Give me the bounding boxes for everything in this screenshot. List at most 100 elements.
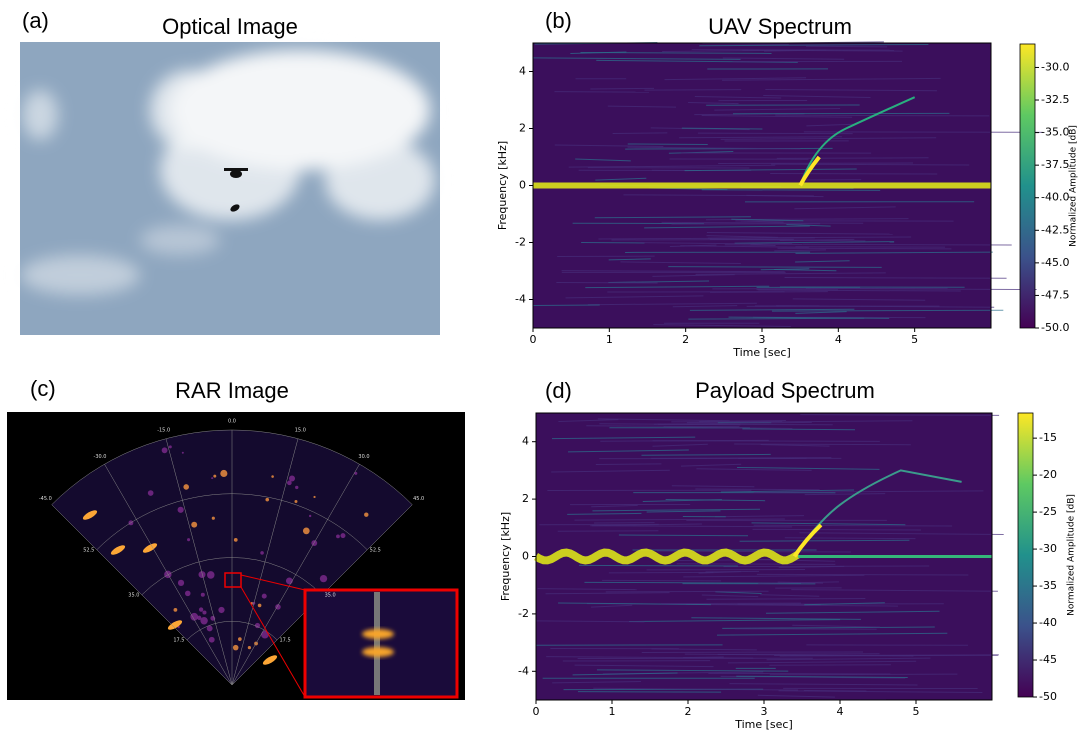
- noise: [558, 531, 659, 532]
- radar-return: [182, 452, 184, 454]
- colorbar-tick-label: -45: [1039, 653, 1057, 666]
- noise: [613, 133, 668, 134]
- y-tick-label: -4: [518, 664, 529, 677]
- radar-return: [202, 610, 206, 614]
- radar-return: [303, 528, 310, 535]
- radar-return: [265, 498, 269, 502]
- radar-return: [174, 608, 178, 612]
- noise: [698, 133, 853, 134]
- radar-return: [183, 484, 189, 490]
- noise: [710, 292, 828, 293]
- radar-return: [169, 445, 172, 448]
- colorbar-tick-label: -40: [1039, 616, 1057, 629]
- noise: [578, 692, 721, 693]
- radar-return: [340, 533, 345, 538]
- noise: [579, 565, 738, 566]
- radar-return: [258, 604, 262, 608]
- radar-return: [213, 475, 216, 478]
- panel-label: (b): [545, 8, 572, 33]
- panel-title: RAR Image: [175, 378, 289, 403]
- colorbar-tick-label: -50.0: [1041, 321, 1069, 334]
- colorbar-tick-label: -42.5: [1041, 223, 1069, 236]
- panel-label: (c): [30, 376, 56, 401]
- angle-label: -15.0: [157, 427, 170, 433]
- radar-return: [233, 645, 239, 651]
- colorbar-label: Normalized Amplitude [dB]: [1067, 494, 1077, 616]
- y-tick-label: 0: [519, 179, 526, 192]
- radar-return: [191, 522, 197, 528]
- x-tick-label: 2: [682, 333, 689, 346]
- x-tick-label: 3: [761, 705, 768, 718]
- noise: [611, 239, 793, 240]
- radar-return: [178, 580, 184, 586]
- x-tick-label: 1: [609, 705, 616, 718]
- angle-label: -45.0: [39, 496, 52, 502]
- colorbar-tick-label: -32.5: [1041, 93, 1069, 106]
- optical-image: [20, 42, 440, 335]
- panel-title: UAV Spectrum: [708, 14, 852, 39]
- carrier: [533, 183, 991, 189]
- noise: [609, 572, 714, 573]
- noise: [596, 464, 662, 465]
- y-tick-label: 4: [519, 65, 526, 78]
- radar-return: [287, 481, 292, 486]
- y-tick-label: 2: [522, 492, 529, 505]
- noise: [644, 90, 741, 91]
- noise: [554, 92, 649, 93]
- colorbar-tick-label: -35: [1039, 579, 1057, 592]
- noise: [606, 591, 769, 592]
- noise: [677, 564, 836, 565]
- radar-image: [7, 412, 465, 700]
- noise: [753, 529, 921, 530]
- range-label: 35.0: [128, 592, 139, 598]
- y-axis-label: Frequency [kHz]: [496, 141, 509, 230]
- colorbar-label: Normalized Amplitude [dB]: [1069, 125, 1079, 247]
- radar-return: [200, 617, 207, 624]
- radar-return: [212, 517, 215, 520]
- noise: [661, 603, 801, 604]
- x-tick-label: 1: [606, 333, 613, 346]
- noise: [769, 665, 891, 666]
- radar-return: [148, 490, 154, 496]
- radar-return: [309, 515, 311, 517]
- y-tick-label: 2: [519, 122, 526, 135]
- radar-return: [199, 607, 203, 611]
- angle-label: 45.0: [413, 496, 424, 502]
- radar-return: [320, 575, 327, 582]
- radar-return: [260, 551, 264, 555]
- colorbar: [1018, 413, 1033, 697]
- noise: [581, 242, 644, 243]
- radar-return: [201, 593, 205, 597]
- panel-label: (d): [545, 378, 572, 403]
- colorbar-tick-label: -30: [1039, 542, 1057, 555]
- colorbar-tick-label: -37.5: [1041, 158, 1069, 171]
- radar-return: [295, 486, 298, 489]
- radar-return: [364, 513, 368, 517]
- colorbar-tick-label: -40.0: [1041, 191, 1069, 204]
- noise: [708, 673, 890, 674]
- noise: [806, 46, 887, 47]
- y-tick-label: -4: [515, 293, 526, 306]
- x-tick-label: 5: [911, 333, 918, 346]
- colorbar: [1020, 44, 1035, 328]
- y-axis-label: Frequency [kHz]: [499, 512, 512, 601]
- radar-return: [207, 571, 215, 579]
- y-tick-label: 0: [522, 550, 529, 563]
- radar-return: [311, 540, 317, 546]
- x-axis-label: Time [sec]: [734, 718, 793, 731]
- range-label: 17.5: [173, 637, 184, 643]
- colorbar-tick-label: -15: [1039, 431, 1057, 444]
- radar-return: [271, 475, 274, 478]
- x-tick-label: 0: [530, 333, 537, 346]
- y-tick-label: -2: [518, 607, 529, 620]
- panel-title: Optical Image: [162, 14, 298, 39]
- radar-return: [234, 538, 238, 542]
- radar-return: [313, 496, 315, 498]
- radar-return: [294, 500, 297, 503]
- angle-label: -30.0: [94, 454, 107, 460]
- radar-return: [220, 470, 227, 477]
- colorbar-tick-label: -47.5: [1041, 288, 1069, 301]
- radar-return: [286, 577, 293, 584]
- noise: [770, 173, 937, 174]
- colorbar-tick-label: -25: [1039, 505, 1057, 518]
